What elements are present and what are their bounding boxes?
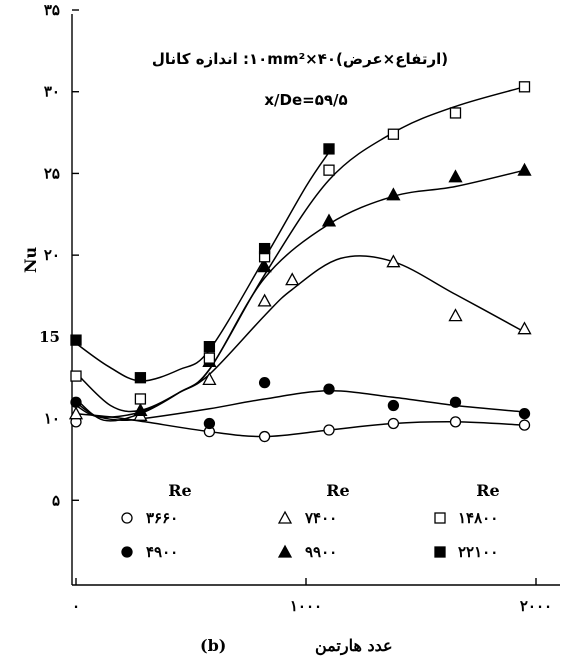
data-point-series-4 xyxy=(520,82,530,92)
legend-label-7400: ۷۴۰۰ xyxy=(304,509,337,527)
legend-header-1: Re xyxy=(168,481,191,500)
series-curve-4 xyxy=(76,87,525,412)
data-point-series-3 xyxy=(387,189,399,200)
legend-header-2: Re xyxy=(326,481,349,500)
x-tick-label: ۱۰۰۰ xyxy=(290,597,322,615)
fit-curves xyxy=(76,87,525,437)
y-tick-label: ۱۰ xyxy=(44,410,60,428)
data-point-series-1 xyxy=(71,397,81,407)
data-point-series-5 xyxy=(324,144,334,154)
panel-label: (b) xyxy=(200,636,226,655)
data-point-series-2 xyxy=(286,274,298,285)
data-point-series-1 xyxy=(520,409,530,419)
legend-marker-0 xyxy=(122,513,132,523)
data-point-series-0 xyxy=(451,417,461,427)
data-markers xyxy=(70,82,531,442)
data-point-series-4 xyxy=(451,108,461,118)
legend-marker-1 xyxy=(122,547,132,557)
data-point-series-1 xyxy=(451,397,461,407)
y-tick-label: ۲۰ xyxy=(44,246,60,264)
data-point-series-1 xyxy=(388,400,398,410)
data-point-series-3 xyxy=(450,171,462,182)
data-point-series-0 xyxy=(324,425,334,435)
data-point-series-2 xyxy=(519,323,531,334)
legend-label-14800: ۱۴۸۰۰ xyxy=(458,509,498,527)
x-axis-title: عدد هارتمن (b) xyxy=(200,636,393,656)
data-point-series-1 xyxy=(204,418,214,428)
data-point-series-0 xyxy=(260,432,270,442)
annotation-location: x/De=۵۹/۵ xyxy=(264,91,347,109)
data-point-series-4 xyxy=(324,165,334,175)
annotation-channel-size: (ارتفاع×عرض)۴۰×۱۰mm²: اندازه کانال xyxy=(152,50,448,68)
data-point-series-5 xyxy=(71,335,81,345)
legend-label-22100: ۲۲۱۰۰ xyxy=(458,543,498,561)
legend-marker-5 xyxy=(435,547,445,557)
data-point-series-4 xyxy=(388,129,398,139)
y-tick-label: ۳۵ xyxy=(44,1,60,19)
data-point-series-4 xyxy=(204,353,214,363)
data-point-series-2 xyxy=(259,295,271,306)
x-tick-label: ۲۰۰۰ xyxy=(520,597,552,615)
y-tick-label: ۵ xyxy=(52,491,60,509)
data-point-series-5 xyxy=(260,244,270,254)
data-point-series-0 xyxy=(388,418,398,428)
data-point-series-5 xyxy=(204,342,214,352)
data-point-series-4 xyxy=(135,394,145,404)
y-axis-title: Nu xyxy=(21,247,40,274)
legend-marker-4 xyxy=(435,513,445,523)
data-point-series-2 xyxy=(450,310,462,321)
y-tick-label: ۲۵ xyxy=(44,164,60,182)
legend-marker-3 xyxy=(279,546,291,557)
data-point-series-3 xyxy=(519,164,531,175)
legend-label-4900: ۴۹۰۰ xyxy=(146,543,178,561)
data-point-series-0 xyxy=(520,420,530,430)
x-tick-label: ۰ xyxy=(72,597,80,615)
legend-label-9900: ۹۹۰۰ xyxy=(305,543,337,561)
y-tick-label: ۳۰ xyxy=(44,83,60,101)
series-curve-5 xyxy=(76,152,329,381)
data-point-series-3 xyxy=(323,215,335,226)
data-point-series-5 xyxy=(135,373,145,383)
legend: Re Re Re ۳۶۶۰ ۴۹۰۰ ۷۴۰۰ ۹۹۰۰ ۱۴۸۰۰ ۲۲۱۰۰ xyxy=(146,481,500,561)
data-point-series-1 xyxy=(324,384,334,394)
data-point-series-4 xyxy=(71,371,81,381)
legend-header-3: Re xyxy=(476,481,499,500)
y-tick-label: 15 xyxy=(39,328,60,346)
data-point-series-1 xyxy=(260,378,270,388)
legend-marker-2 xyxy=(279,512,291,523)
legend-label-3660: ۳۶۶۰ xyxy=(146,509,178,527)
x-axis-label: عدد هارتمن xyxy=(315,636,393,656)
